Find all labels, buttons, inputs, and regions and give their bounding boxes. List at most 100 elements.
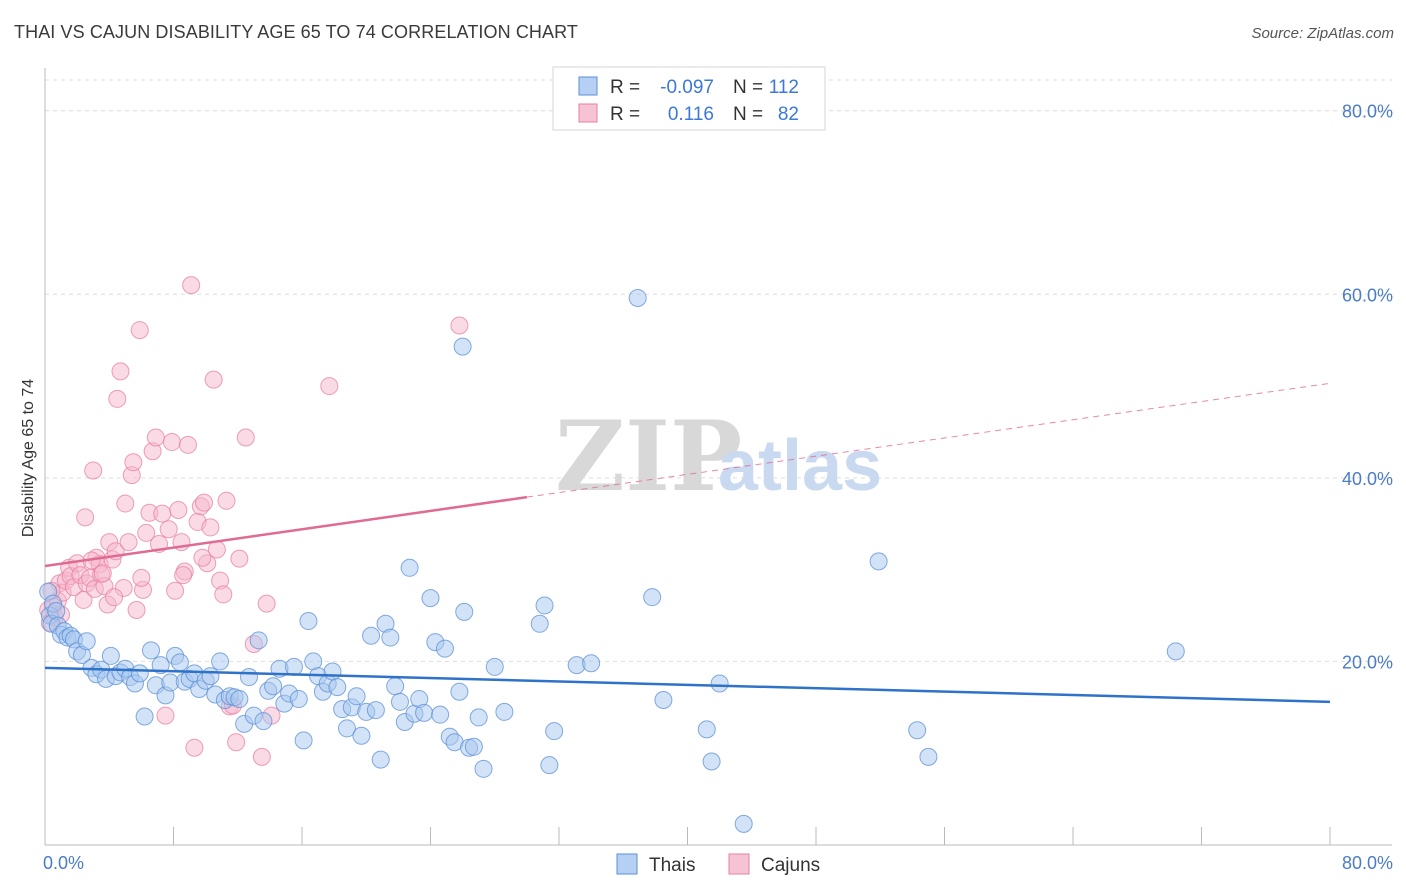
cajun-point — [146, 428, 165, 447]
legend-r-value: -0.097 — [660, 77, 714, 98]
cajun-point — [252, 747, 271, 766]
cajun-point — [132, 568, 151, 587]
tick-labels: 20.0% 40.0% 60.0% 80.0% 0.0% 80.0% — [43, 102, 1393, 873]
legend-n-label: N = — [733, 77, 763, 98]
thai-point — [421, 589, 440, 608]
thai-point — [435, 639, 454, 658]
thai-point — [734, 814, 753, 833]
cajun-point — [156, 706, 175, 725]
y-tick-label: 60.0% — [1342, 285, 1393, 305]
thai-point — [386, 677, 405, 696]
thai-point — [654, 690, 673, 709]
cajun-point — [162, 433, 181, 452]
chart-title: THAI VS CAJUN DISABILITY AGE 65 TO 74 CO… — [14, 22, 578, 42]
thai-point — [77, 632, 96, 651]
data-points — [39, 276, 1185, 833]
legend-swatch-thais — [616, 853, 638, 875]
cajun-point — [116, 494, 135, 513]
cajun-point — [137, 523, 156, 542]
thai-point — [284, 657, 303, 676]
thai-point — [352, 726, 371, 745]
source-credit: Source: ZipAtlas.com — [1251, 25, 1394, 42]
thai-point — [142, 641, 161, 660]
thai-point — [328, 678, 347, 697]
cajun-point — [153, 504, 172, 523]
y-tick-label: 40.0% — [1342, 469, 1393, 489]
thai-point — [908, 721, 927, 740]
cajun-point — [159, 520, 178, 539]
cajun-point — [124, 453, 143, 472]
cajun-point — [217, 491, 236, 510]
thai-point — [485, 657, 504, 676]
y-tick-label: 20.0% — [1342, 652, 1393, 672]
thai-point — [1166, 642, 1185, 661]
thai-point — [211, 652, 230, 671]
thai-point — [474, 759, 493, 778]
cajun-point — [450, 316, 469, 335]
thai-point — [464, 737, 483, 756]
cajun-point — [119, 533, 138, 552]
thai-point — [450, 682, 469, 701]
cajun-point — [169, 500, 188, 519]
legend-r-label: R = — [610, 104, 640, 125]
thai-point — [710, 674, 729, 693]
thai-point — [535, 596, 554, 615]
legend-stats: R = -0.097 N = 112 R = 0.116 N = 82 — [552, 66, 826, 131]
thai-point — [170, 653, 189, 672]
cajun-point — [227, 733, 246, 752]
cajun-point — [93, 564, 112, 583]
thai-point — [239, 668, 258, 687]
legend-swatch-cajuns — [728, 853, 750, 875]
cajun-point — [84, 461, 103, 480]
cajun-point — [236, 428, 255, 447]
thai-point — [254, 712, 273, 731]
x-tick-label-max: 80.0% — [1342, 853, 1393, 873]
cajun-point — [201, 518, 220, 537]
cajun-point — [193, 548, 212, 567]
cajun-point — [204, 370, 223, 389]
cajun-point — [195, 493, 214, 512]
thai-point — [869, 552, 888, 571]
cajun-point — [257, 594, 276, 613]
cajun-point — [76, 508, 95, 527]
thai-point — [400, 558, 419, 577]
cajun-point — [108, 389, 127, 408]
thai-point — [323, 662, 342, 681]
legend-label-cajuns: Cajuns — [761, 855, 820, 876]
legend-r-value: 0.116 — [668, 104, 714, 125]
cajun-trend-extension — [526, 382, 1331, 498]
legend-series: Thais Cajuns — [616, 853, 820, 876]
cajun-point — [130, 321, 149, 340]
thai-point — [101, 646, 120, 665]
thai-point — [130, 664, 149, 683]
legend-n-value: 82 — [778, 104, 799, 125]
thai-point — [299, 612, 318, 631]
watermark: ZIP atlas — [555, 400, 882, 513]
thai-point — [540, 756, 559, 775]
thai-point — [230, 690, 249, 709]
y-tick-label: 80.0% — [1342, 102, 1393, 122]
legend-r-label: R = — [610, 77, 640, 98]
cajun-point — [320, 377, 339, 396]
legend-n-value: 112 — [769, 77, 799, 98]
thai-point — [347, 687, 366, 706]
thai-point — [702, 752, 721, 771]
axes — [44, 68, 1392, 846]
y-axis-label: Disability Age 65 to 74 — [20, 379, 37, 537]
watermark-atlas: atlas — [718, 426, 882, 506]
thai-point — [415, 703, 434, 722]
thai-trend-line — [44, 666, 1331, 704]
thai-point — [249, 631, 268, 650]
legend-n-label: N = — [733, 104, 763, 125]
thai-point — [135, 707, 154, 726]
thai-point — [390, 692, 409, 711]
thai-point — [582, 654, 601, 673]
gridlines — [45, 79, 1392, 662]
cajun-point — [182, 276, 201, 295]
thai-point — [151, 656, 170, 675]
thai-point — [381, 628, 400, 647]
thai-point — [201, 667, 220, 686]
thai-point — [530, 614, 549, 633]
legend-box — [552, 66, 826, 131]
